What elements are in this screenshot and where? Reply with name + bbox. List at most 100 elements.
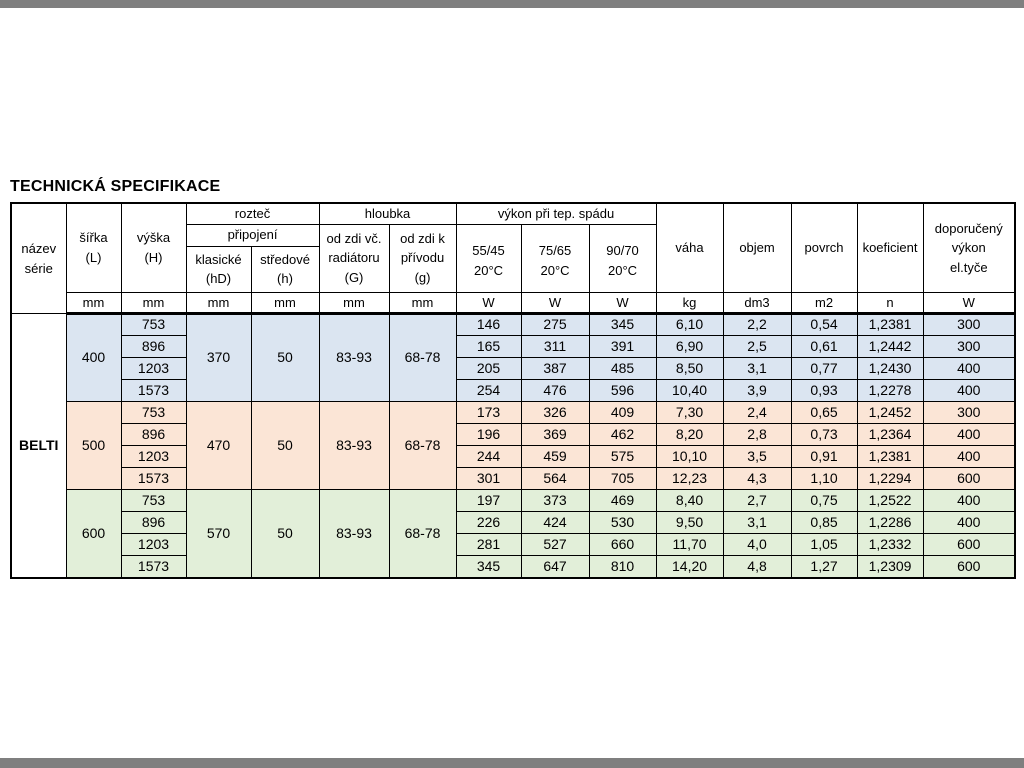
volume-value-cell: 2,7 [722, 489, 792, 512]
spec-row: 896 196 369 462 8,20 2,8 0,73 1,2364 400 [11, 423, 1016, 446]
height-value-cell: 753 [120, 401, 187, 424]
header-depth: hloubka [318, 202, 457, 225]
power-5545-value-cell: 244 [455, 445, 522, 468]
header-surface: povrch [790, 202, 858, 293]
power-9070-value-cell: 810 [588, 555, 657, 578]
weight-value-cell: 7,30 [655, 401, 724, 424]
unit-label: m2 [790, 291, 858, 315]
power-9070-value-cell: 660 [588, 533, 657, 556]
power-7565-value-cell: 424 [520, 511, 590, 534]
header-pitch-classic: klasické (hD) [185, 245, 252, 293]
recommended-power-value-cell: 600 [922, 533, 1016, 556]
recommended-power-value-cell: 300 [922, 313, 1016, 336]
header-volume: objem [722, 202, 792, 293]
surface-value-cell: 0,85 [790, 511, 858, 534]
recommended-power-value-cell: 600 [922, 467, 1016, 490]
coefficient-value-cell: 1,2332 [856, 533, 924, 556]
header-power-9070: 90/70 20°C [588, 223, 657, 293]
power-9070-value-cell: 596 [588, 379, 657, 402]
pitch-classic-value-cell: 470 [185, 401, 252, 490]
depth-from-wall-value-cell: 83-93 [318, 401, 390, 490]
coefficient-value-cell: 1,2442 [856, 335, 924, 358]
power-7565-value-cell: 459 [520, 445, 590, 468]
power-7565-value-cell: 326 [520, 401, 590, 424]
surface-value-cell: 0,91 [790, 445, 858, 468]
volume-value-cell: 3,5 [722, 445, 792, 468]
power-7565-value-cell: 527 [520, 533, 590, 556]
power-9070-value-cell: 345 [588, 313, 657, 336]
surface-value-cell: 0,61 [790, 335, 858, 358]
header-depth-from-wall: od zdi vč. radiátoru (G) [318, 223, 390, 293]
power-7565-value-cell: 564 [520, 467, 590, 490]
depth-to-inlet-value-cell: 68-78 [388, 401, 457, 490]
weight-value-cell: 11,70 [655, 533, 724, 556]
height-value-cell: 1203 [120, 445, 187, 468]
height-value-cell: 753 [120, 489, 187, 512]
height-value-cell: 1573 [120, 467, 187, 490]
surface-value-cell: 0,77 [790, 357, 858, 380]
header-recommended-power: doporučený výkon el.tyče [922, 202, 1016, 293]
surface-value-cell: 0,65 [790, 401, 858, 424]
power-7565-value-cell: 647 [520, 555, 590, 578]
volume-value-cell: 2,2 [722, 313, 792, 336]
volume-value-cell: 3,1 [722, 511, 792, 534]
header-pitch: rozteč [185, 202, 320, 225]
surface-value-cell: 1,05 [790, 533, 858, 556]
volume-value-cell: 4,8 [722, 555, 792, 578]
spec-row: 1573 254 476 596 10,40 3,9 0,93 1,2278 400 [11, 379, 1016, 402]
weight-value-cell: 10,40 [655, 379, 724, 402]
recommended-power-value-cell: 400 [922, 357, 1016, 380]
weight-value-cell: 12,23 [655, 467, 724, 490]
spec-row: BELTI 400 753 370 50 83-93 68-78 146 275 345 6,10 2… [10, 313, 1016, 578]
surface-value-cell: 0,73 [790, 423, 858, 446]
spec-row: 896 226 424 530 9,50 3,1 0,85 1,2286 400 [11, 511, 1016, 534]
power-7565-value-cell: 275 [520, 313, 590, 336]
unit-label: kg [655, 291, 724, 315]
power-7565-value-cell: 369 [520, 423, 590, 446]
surface-value-cell: 0,75 [790, 489, 858, 512]
header-pitch-center: středové (h) [250, 245, 320, 293]
power-9070-value-cell: 462 [588, 423, 657, 446]
power-7565-value-cell: 476 [520, 379, 590, 402]
pitch-center-value-cell: 50 [250, 489, 320, 578]
header-height: výška (H) [120, 202, 187, 293]
top-gray-bar [0, 0, 1024, 8]
coefficient-value-cell: 1,2286 [856, 511, 924, 534]
spec-row: 896 165 311 391 6,90 2,5 0,61 1,2442 300 [11, 335, 1016, 358]
power-9070-value-cell: 530 [588, 511, 657, 534]
unit-label: mm [185, 291, 252, 315]
recommended-power-value-cell: 400 [922, 489, 1016, 512]
spec-table-body: BELTI 400 753 370 50 83-93 68-78 146 275 345 6,10 2… [10, 313, 1016, 578]
header-power: výkon při tep. spádu [455, 202, 657, 225]
spec-row: 600 753 570 50 83-93 68-78 197 373 469 8,40 2,7 0,7… [11, 489, 1016, 578]
header-weight: váha [655, 202, 724, 293]
recommended-power-value-cell: 400 [922, 379, 1016, 402]
power-5545-value-cell: 173 [455, 401, 522, 424]
weight-value-cell: 14,20 [655, 555, 724, 578]
unit-label: W [922, 291, 1016, 315]
depth-from-wall-value-cell: 83-93 [318, 489, 390, 578]
width-value-cell: 400 [65, 313, 122, 402]
unit-label: mm [318, 291, 390, 315]
height-value-cell: 896 [120, 511, 187, 534]
recommended-power-value-cell: 300 [922, 401, 1016, 424]
pitch-classic-value-cell: 370 [185, 313, 252, 402]
depth-to-inlet-value-cell: 68-78 [388, 313, 457, 402]
unit-label: mm [120, 291, 187, 315]
height-value-cell: 1573 [120, 555, 187, 578]
surface-value-cell: 1,10 [790, 467, 858, 490]
power-7565-value-cell: 311 [520, 335, 590, 358]
spec-row: 1203 281 527 660 11,70 4,0 1,05 1,2332 600 [11, 533, 1016, 556]
pitch-center-value-cell: 50 [250, 313, 320, 402]
series-name-cell: BELTI [10, 313, 67, 578]
surface-value-cell: 1,27 [790, 555, 858, 578]
coefficient-value-cell: 1,2364 [856, 423, 924, 446]
weight-value-cell: 6,10 [655, 313, 724, 336]
power-5545-value-cell: 165 [455, 335, 522, 358]
height-value-cell: 1573 [120, 379, 187, 402]
height-value-cell: 896 [120, 335, 187, 358]
header-power-5545: 55/45 20°C [455, 223, 522, 293]
unit-label: dm3 [722, 291, 792, 315]
height-value-cell: 896 [120, 423, 187, 446]
